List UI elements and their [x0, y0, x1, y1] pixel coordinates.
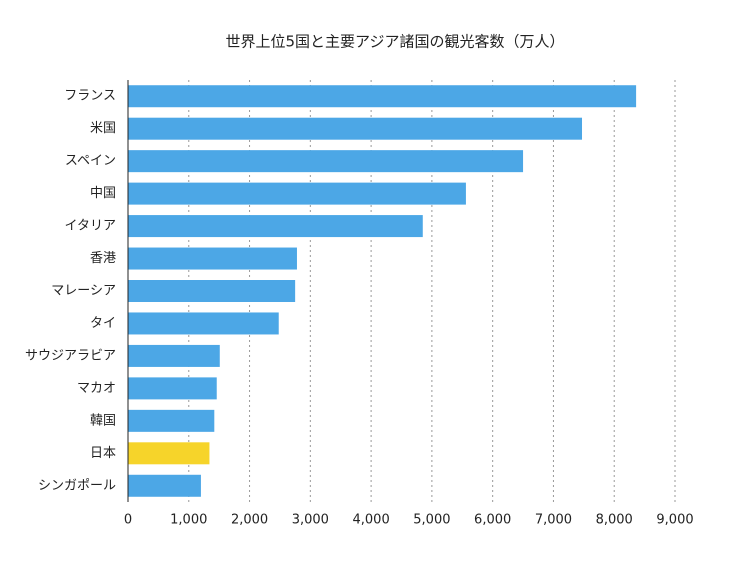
- bar: [128, 215, 423, 238]
- x-tick-label: 9,000: [656, 513, 693, 528]
- x-tick-label: 7,000: [535, 513, 572, 528]
- bar: [128, 150, 524, 173]
- bar: [128, 85, 637, 108]
- x-tick-label: 1,000: [170, 513, 207, 528]
- y-tick-label: イタリア: [65, 219, 116, 234]
- y-tick-label: マレーシア: [51, 284, 116, 299]
- x-tick-label: 8,000: [596, 513, 633, 528]
- y-tick-label: マカオ: [77, 381, 116, 396]
- y-tick-label: 日本: [90, 446, 116, 461]
- bar: [128, 409, 215, 432]
- bar: [128, 377, 217, 400]
- x-tick-label: 6,000: [474, 513, 511, 528]
- bar: [128, 474, 201, 497]
- bar: [128, 117, 583, 140]
- y-tick-label: スペイン: [65, 154, 116, 169]
- x-tick-label: 2,000: [231, 513, 268, 528]
- bar: [128, 280, 296, 302]
- bar: [128, 442, 210, 465]
- chart-title: 世界上位5国と主要アジア諸国の観光客数（万人）: [226, 33, 565, 51]
- y-tick-label: シンガポール: [38, 478, 116, 493]
- y-tick-label: 米国: [90, 121, 116, 136]
- bar: [128, 247, 297, 270]
- x-tick-label: 4,000: [353, 513, 390, 528]
- x-tick-label: 5,000: [413, 513, 450, 528]
- y-tick-label: 中国: [90, 186, 116, 201]
- bar: [128, 344, 220, 367]
- bar: [128, 182, 466, 205]
- y-tick-label: 香港: [90, 251, 116, 266]
- bar: [128, 312, 279, 335]
- x-tick-label: 0: [124, 513, 132, 528]
- y-tick-label: タイ: [90, 316, 116, 331]
- y-tick-label: 韓国: [90, 413, 116, 428]
- x-tick-label: 3,000: [292, 513, 329, 528]
- y-tick-label: サウジアラビア: [25, 348, 116, 363]
- y-tick-label: フランス: [64, 89, 116, 104]
